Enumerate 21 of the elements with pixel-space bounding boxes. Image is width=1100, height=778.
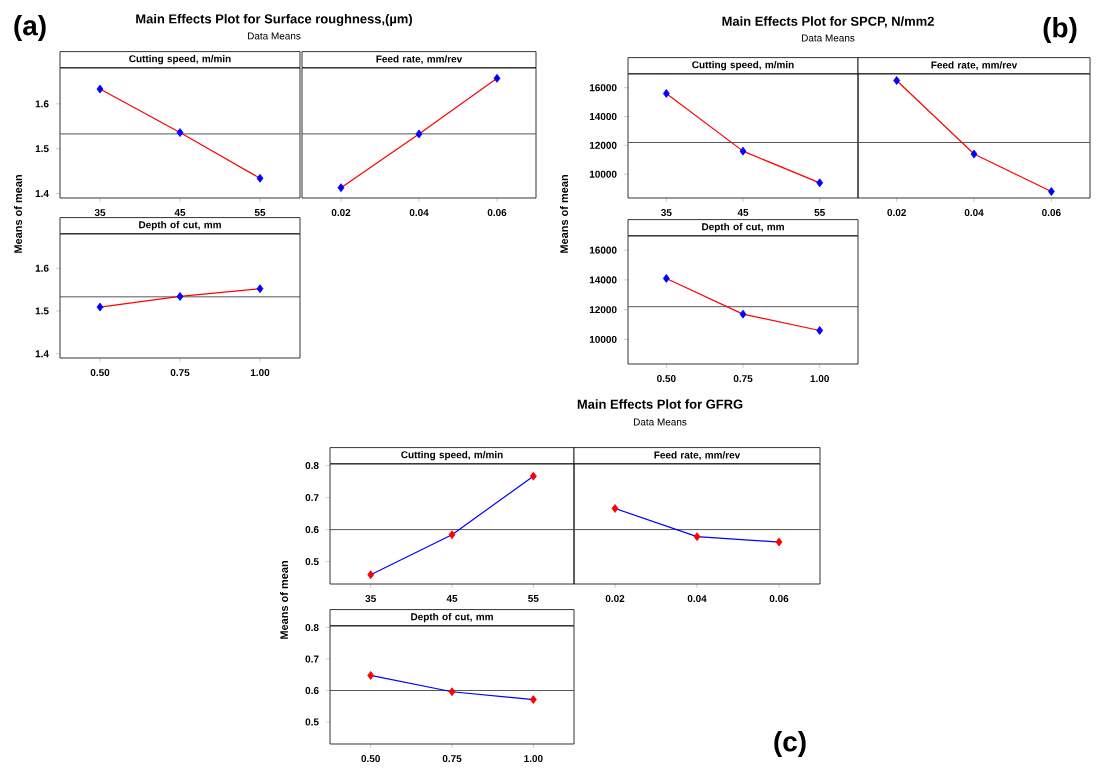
- text: (a): [14, 14, 46, 41]
- point: [816, 178, 824, 188]
- point: [96, 84, 104, 94]
- point: [176, 292, 184, 301]
- point: [367, 570, 375, 580]
- point: [739, 309, 747, 319]
- point: [662, 89, 670, 98]
- point: [176, 128, 184, 137]
- point: [367, 671, 375, 680]
- text: (c): [774, 730, 806, 757]
- point: [529, 695, 537, 705]
- point: [96, 302, 104, 312]
- point: [662, 274, 670, 283]
- point: [529, 471, 537, 481]
- point: [739, 146, 747, 156]
- point: [816, 326, 824, 335]
- point: [448, 530, 456, 540]
- point: [256, 284, 264, 294]
- point: [448, 687, 456, 697]
- point: [256, 173, 264, 183]
- text: (b): [1043, 17, 1077, 43]
